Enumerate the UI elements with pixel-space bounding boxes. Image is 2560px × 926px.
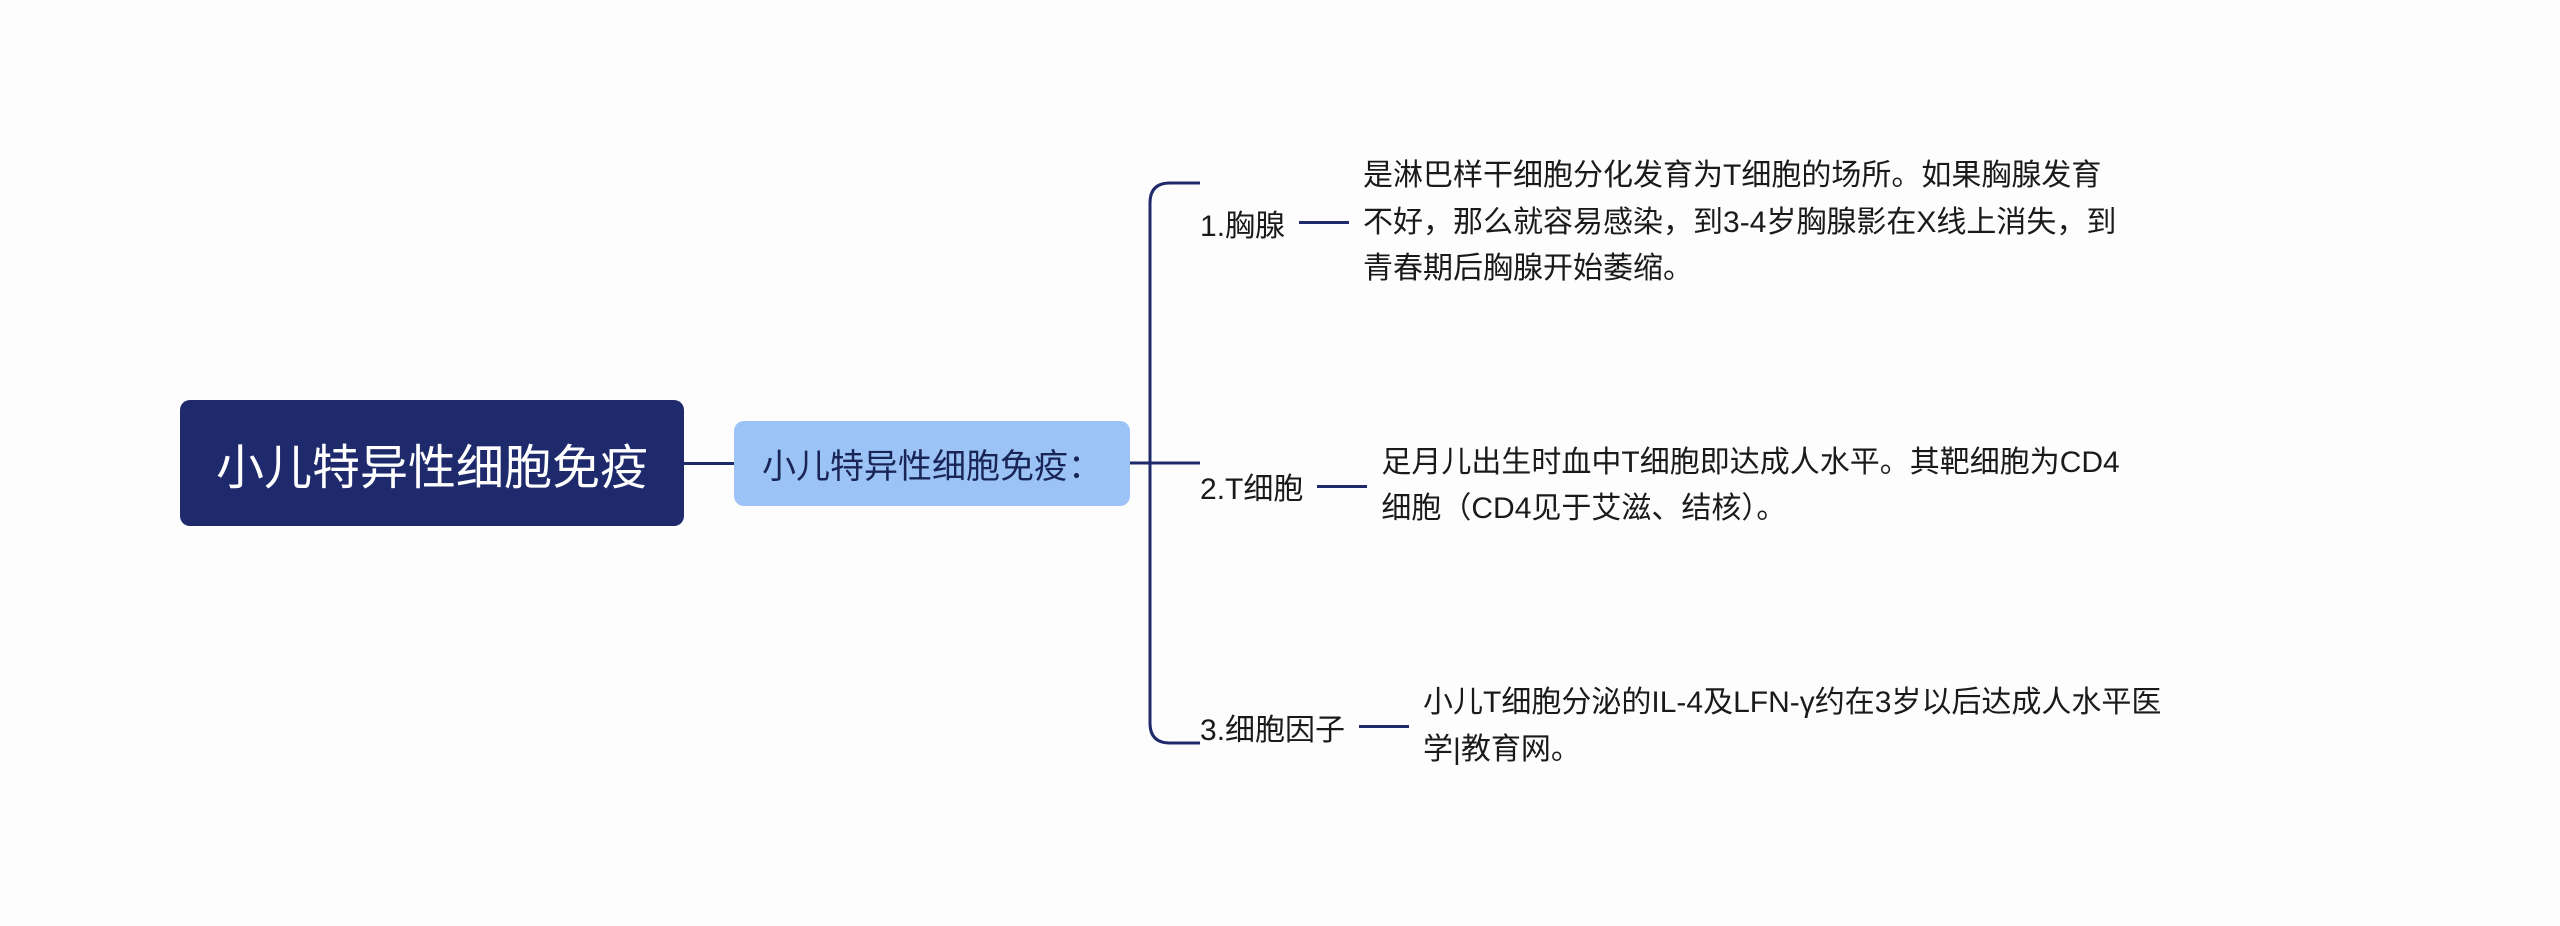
branch-2-connector	[1317, 485, 1367, 488]
root-node: 小儿特异性细胞免疫	[180, 400, 684, 526]
branch-1: 1.胸腺 是淋巴样干细胞分化发育为T细胞的场所。如果胸腺发育不好，那么就容易感染…	[1200, 153, 2183, 293]
mindmap-container: 小儿特异性细胞免疫 小儿特异性细胞免疫： 1.胸腺 是淋巴样干细胞分化发育为T细…	[180, 0, 2380, 926]
branch-3-desc: 小儿T细胞分泌的IL-4及LFN-γ约在3岁以后达成人水平医学|教育网。	[1423, 680, 2183, 773]
level2-node: 小儿特异性细胞免疫：	[734, 421, 1130, 506]
branch-3-connector	[1359, 725, 1409, 728]
connector-root-to-level2	[684, 462, 734, 465]
branch-2: 2.T细胞 足月儿出生时血中T细胞即达成人水平。其靶细胞为CD4细胞（CD4见于…	[1200, 440, 2183, 533]
branch-1-label: 1.胸腺	[1200, 201, 1285, 245]
branch-3-label: 3.细胞因子	[1200, 705, 1345, 749]
branch-2-label: 2.T细胞	[1200, 464, 1303, 508]
branches-column: 1.胸腺 是淋巴样干细胞分化发育为T细胞的场所。如果胸腺发育不好，那么就容易感染…	[1200, 153, 2183, 773]
branches-wrap: 1.胸腺 是淋巴样干细胞分化发育为T细胞的场所。如果胸腺发育不好，那么就容易感染…	[1130, 153, 2183, 773]
bracket-connector	[1130, 153, 1200, 773]
branch-3: 3.细胞因子 小儿T细胞分泌的IL-4及LFN-γ约在3岁以后达成人水平医学|教…	[1200, 680, 2183, 773]
branch-2-desc: 足月儿出生时血中T细胞即达成人水平。其靶细胞为CD4细胞（CD4见于艾滋、结核）…	[1381, 440, 2141, 533]
branch-1-desc: 是淋巴样干细胞分化发育为T细胞的场所。如果胸腺发育不好，那么就容易感染，到3-4…	[1363, 153, 2123, 293]
branch-1-connector	[1299, 221, 1349, 224]
